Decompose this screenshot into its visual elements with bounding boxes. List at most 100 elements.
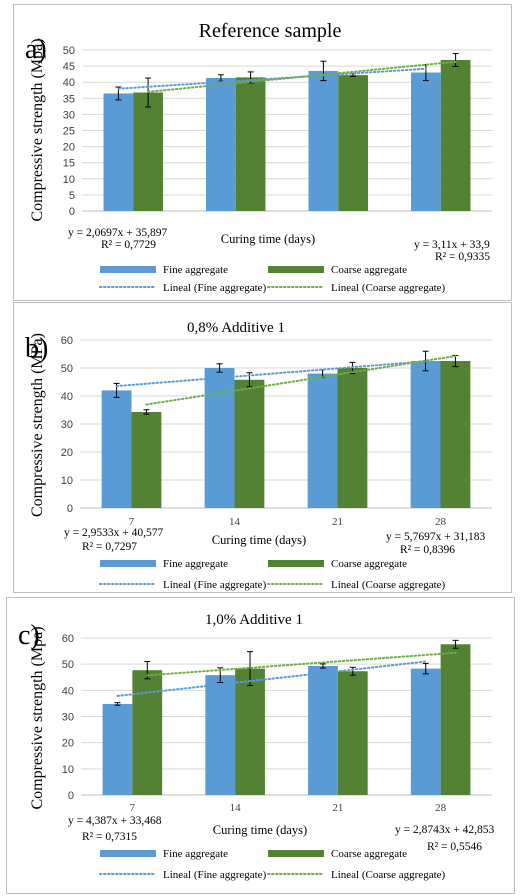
y-tick-label: 50 — [63, 45, 75, 57]
bar-coarse — [235, 77, 266, 212]
equation-coarse: y = 3,11x + 33,9 — [414, 239, 490, 251]
trendline-coarse — [145, 355, 457, 406]
chart-title: Reference sample — [199, 20, 342, 42]
y-tick-label: 30 — [62, 712, 74, 724]
equation-fine: y = 2,0697x + 35,897 — [68, 227, 167, 239]
bar-coarse — [132, 670, 163, 795]
legend-swatch-coarse — [268, 850, 324, 857]
legend-label-fine-trend: Lineal (Fine aggregate) — [163, 579, 267, 591]
bar-fine — [410, 361, 441, 508]
x-tick-label: 14 — [229, 516, 241, 528]
x-axis-label: Curing time (days) — [221, 232, 315, 246]
x-tick-label: 7 — [130, 802, 136, 814]
legend-swatch-coarse — [268, 266, 324, 273]
y-tick-label: 5 — [69, 190, 75, 202]
x-tick-label: 28 — [435, 802, 447, 814]
equation-coarse: y = 5,7697x + 31,183 — [386, 531, 485, 543]
x-axis-label: Curing time (days) — [213, 823, 307, 837]
bar-coarse — [440, 361, 471, 508]
bar-coarse — [234, 379, 265, 508]
y-tick-label: 10 — [63, 174, 75, 186]
chart-panel-c: 0 10 20 30 40 50 60 7 14 21 28 1,0% Additive 1 c)Com… — [6, 597, 515, 894]
y-tick-label: 40 — [62, 685, 74, 697]
trendline-fine — [115, 360, 427, 388]
equation-coarse: y = 2,8743x + 42,853 — [395, 824, 494, 836]
legend-label-coarse: Coarse aggregate — [331, 848, 407, 860]
chart-panel-a: 051015202530354045507142128Reference sam… — [13, 4, 512, 301]
y-tick-label: 45 — [63, 61, 75, 73]
r2-coarse: R² = 0,9335 — [435, 251, 490, 263]
trendline-coarse — [146, 651, 457, 677]
y-tick-label: 50 — [61, 363, 73, 375]
legend-swatch-coarse — [268, 560, 324, 567]
r2-fine: R² = 0,7297 — [82, 541, 137, 553]
r2-fine: R² = 0,7729 — [101, 239, 156, 251]
legend-label-fine: Fine aggregate — [163, 264, 228, 276]
y-tick-label: 50 — [62, 659, 74, 671]
legend-swatch-fine — [100, 560, 156, 567]
r2-fine: R² = 0,7315 — [82, 831, 137, 843]
y-tick-label: 20 — [63, 142, 75, 154]
y-tick-label: 0 — [69, 206, 75, 218]
bar-coarse — [440, 59, 471, 212]
y-tick-label: 60 — [61, 335, 73, 347]
x-tick-label: 28 — [435, 516, 447, 528]
y-tick-label: 25 — [63, 126, 75, 138]
y-tick-label: 10 — [61, 475, 73, 487]
bar-fine — [204, 368, 235, 508]
bar-fine — [411, 72, 441, 211]
y-tick-label: 60 — [62, 633, 74, 645]
panel-label: c) — [18, 620, 40, 651]
bar-coarse — [440, 644, 471, 795]
legend-label-coarse-trend: Lineal (Coarse aggregate) — [331, 282, 446, 294]
x-tick-label: 21 — [332, 802, 343, 814]
equation-fine: y = 2,9533x + 40,577 — [64, 527, 163, 539]
y-tick-label: 30 — [61, 419, 73, 431]
y-axis-label: Compressive strength (Mpa) — [29, 38, 46, 221]
legend-label-fine: Fine aggregate — [163, 558, 228, 570]
bar-fine — [307, 373, 338, 508]
legend-label-fine-trend: Lineal (Fine aggregate) — [163, 869, 267, 881]
trendline-coarse — [147, 60, 457, 93]
bar-coarse — [337, 671, 368, 795]
y-axis-label: Compressive strength (Mpa) — [29, 626, 46, 809]
chart-title: 1,0% Additive 1 — [205, 612, 303, 628]
y-tick-label: 20 — [62, 738, 74, 750]
legend-swatch-fine — [100, 266, 156, 273]
chart-panel-b: 0 10 20 30 40 50 60 7 14 21 28 0,8% Additive 1 b)Com… — [13, 302, 512, 593]
bar-coarse — [131, 411, 162, 508]
bar-fine — [101, 390, 132, 508]
panel-label: a) — [25, 34, 47, 65]
x-tick-label: 7 — [129, 516, 135, 528]
x-tick-label: 21 — [332, 516, 343, 528]
x-tick-label: 14 — [230, 802, 242, 814]
y-tick-label: 0 — [68, 790, 74, 802]
bar-fine — [308, 665, 338, 795]
r2-coarse: R² = 0,5546 — [427, 841, 482, 853]
bar-fine — [308, 70, 339, 212]
legend-label-fine-trend: Lineal (Fine aggregate) — [163, 282, 267, 294]
y-tick-label: 0 — [67, 503, 73, 515]
y-tick-label: 10 — [62, 764, 74, 776]
legend-label-coarse: Coarse aggregate — [331, 558, 407, 570]
panel-label: b) — [25, 333, 48, 364]
x-axis-label: Curing time (days) — [212, 533, 306, 547]
y-axis-label: Compressive strength (MPa) — [29, 333, 46, 517]
y-tick-label: 20 — [61, 447, 73, 459]
bar-fine — [410, 668, 441, 795]
legend-label-fine: Fine aggregate — [163, 848, 228, 860]
bar-fine — [103, 93, 134, 211]
legend-label-coarse: Coarse aggregate — [331, 264, 407, 276]
bar-coarse — [235, 668, 265, 795]
y-tick-label: 35 — [63, 93, 75, 105]
equation-fine: y = 4,387x + 33,468 — [68, 815, 162, 827]
bar-coarse — [337, 368, 368, 508]
bar-fine — [206, 78, 236, 211]
legend-label-coarse-trend: Lineal (Coarse aggregate) — [331, 579, 446, 591]
y-tick-label: 40 — [61, 391, 73, 403]
trendline-fine — [116, 660, 427, 697]
y-tick-label: 40 — [63, 77, 75, 89]
chart-title: 0,8% Additive 1 — [187, 320, 285, 336]
r2-coarse: R² = 0,8396 — [400, 544, 455, 556]
